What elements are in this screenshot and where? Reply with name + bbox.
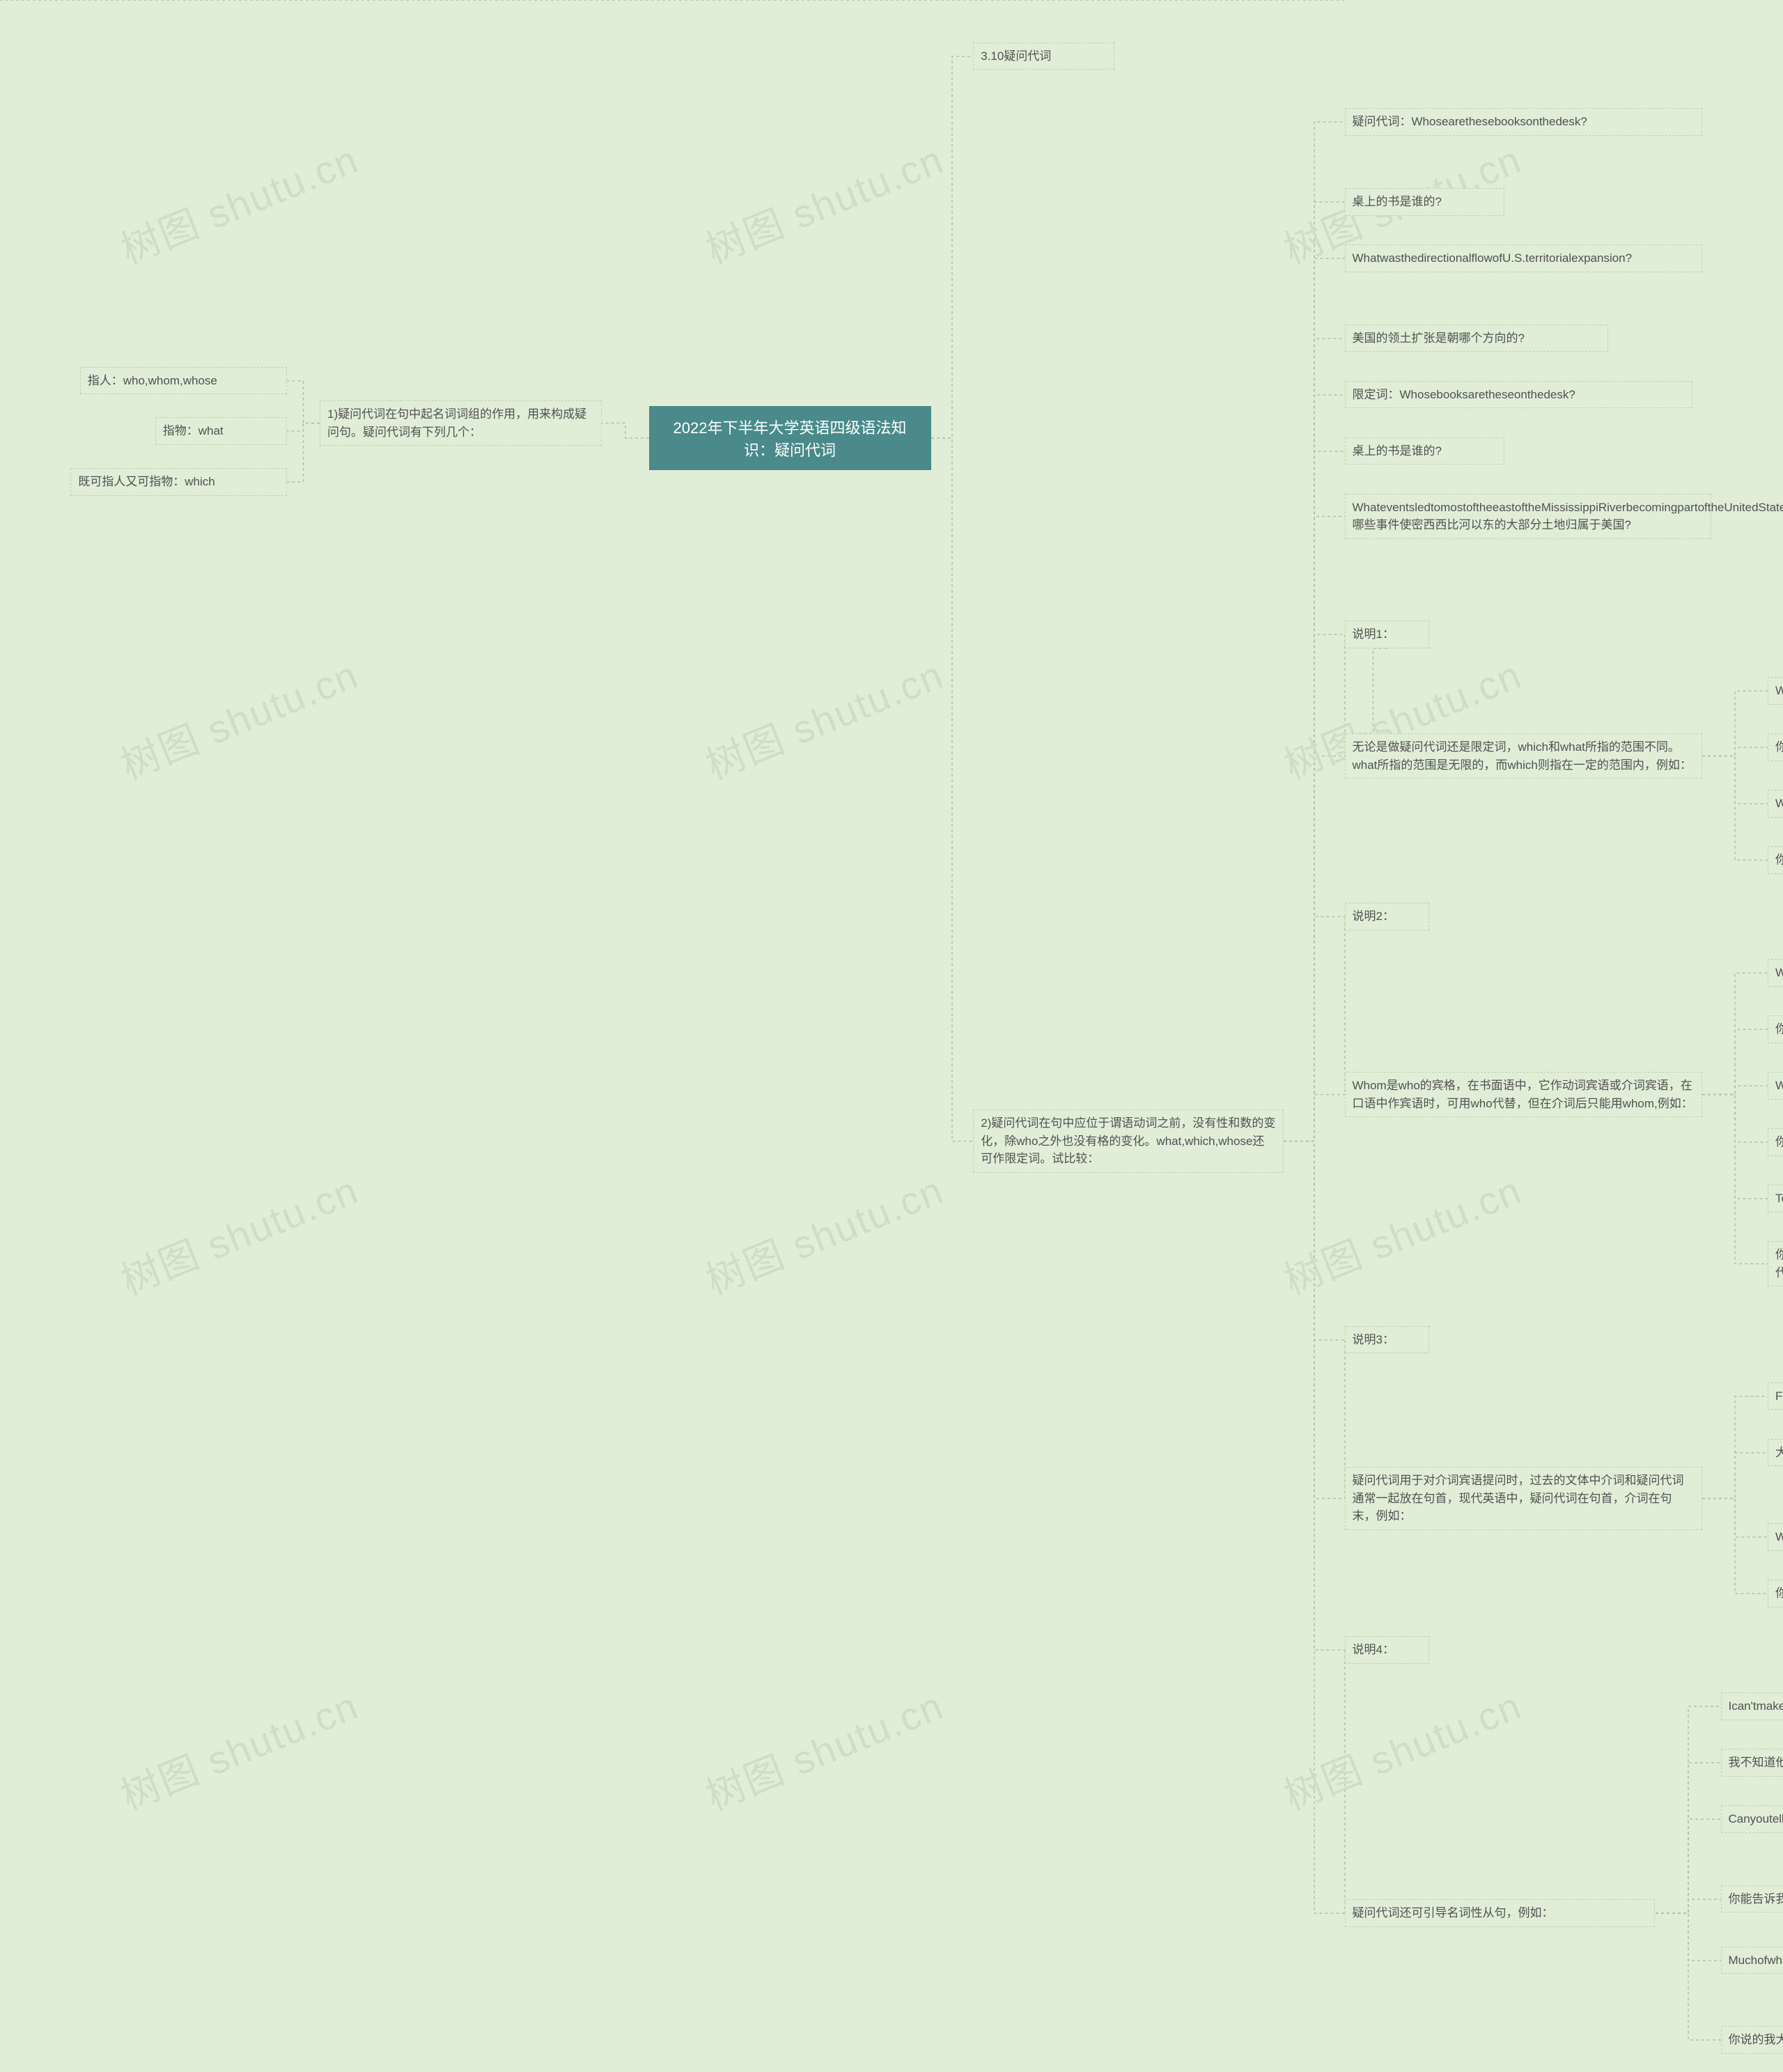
watermark: 树图 shutu.cn (111, 1675, 366, 1821)
note3-child-1: 大部分人生活和工作的目的是什么?(旧文体) (1768, 1439, 1783, 1467)
note2-child-5: 你在校园里和谁讲话了?(作介词宾语，置介词后，不能用who取代。) (1768, 1241, 1783, 1286)
watermark: 树图 shutu.cn (696, 129, 951, 275)
watermark: 树图 shutu.cn (696, 644, 951, 790)
header-3-10: 3.10疑问代词 (973, 42, 1114, 70)
watermark: 树图 shutu.cn (1275, 1160, 1529, 1306)
left-child-0: 指人：who,whom,whose (80, 367, 287, 395)
note4-label: 说明4： (1345, 1636, 1430, 1664)
note2-child-0: Who(m)didyoumeetonthestreet? (1768, 959, 1783, 987)
intro-4: 限定词：Whosebooksaretheseonthedesk? (1345, 381, 1693, 409)
note4-child-0: Ican'tmakeoutwhatheisdrivingat. (1721, 1692, 1783, 1720)
watermark: 树图 shutu.cn (111, 129, 366, 275)
watermark: 树图 shutu.cn (1275, 1675, 1529, 1821)
watermark: 树图 shutu.cn (696, 1160, 951, 1306)
note1-child-3: 你喜欢什么样的姑娘? (1768, 846, 1783, 874)
intro-2: WhatwasthedirectionalflowofU.S.territori… (1345, 244, 1702, 272)
note3-child-2: Whatareyoulookingfor? (1768, 1523, 1783, 1551)
section2-main: 2)疑问代词在句中应位于谓语动词之前，没有性和数的变化，除who之外也没有格的变… (973, 1109, 1284, 1173)
intro-6: WhateventsledtomostoftheeastoftheMississ… (1345, 494, 1712, 539)
note4-child-1: 我不知道他用意何在。 (1721, 1749, 1783, 1777)
note3-main: 疑问代词用于对介词宾语提问时，过去的文体中介词和疑问代词通常一起放在句首，现代英… (1345, 1467, 1702, 1530)
left-main: 1)疑问代词在句中起名词词组的作用，用来构成疑问句。疑问代词有下列几个： (320, 400, 602, 446)
note1-label: 说明1： (1345, 621, 1430, 648)
note4-child-3: 你能告诉我床上的蓝衬衣是谁的吗? (1721, 1885, 1783, 1913)
connector-layer (0, 0, 1783, 2072)
note2-child-1: 你在街上遇到了谁?(作动词宾语) (1768, 1015, 1783, 1043)
root-node: 2022年下半年大学英语四级语法知识：疑问代词 (649, 406, 931, 470)
note3-child-0: Forwhatdomostpeopleliveandwork? (1768, 1382, 1783, 1410)
note2-child-4: Towhomdidyouspeakonthecampus? (1768, 1185, 1783, 1213)
note3-child-3: 你在找什么?(现代英语) (1768, 1580, 1783, 1607)
note4-main: 疑问代词还可引导名词性从句，例如： (1345, 1899, 1656, 1927)
intro-5: 桌上的书是谁的? (1345, 437, 1505, 465)
note2-label: 说明2： (1345, 903, 1430, 930)
note4-child-4: Muchofwhatyousaylagreewith,butIcannotgoa… (1721, 1947, 1783, 1974)
watermark: 树图 shutu.cn (111, 644, 366, 790)
note2-main: Whom是who的宾格，在书面语中，它作动词宾语或介词宾语，在口语中作宾语时，可… (1345, 1072, 1702, 1117)
watermark: 树图 shutu.cn (111, 1160, 366, 1306)
note1-child-0: Whichgirlsdoyoulikebest? (1768, 677, 1783, 705)
intro-0: 疑问代词：Whosearethesebooksonthedesk? (1345, 108, 1702, 136)
left-child-1: 指物：what (155, 417, 287, 445)
mindmap-canvas: 树图 shutu.cn 树图 shutu.cn 树图 shutu.cn 树图 shut… (0, 0, 1783, 2072)
note1-main: 无论是做疑问代词还是限定词，which和what所指的范围不同。what所指的范… (1345, 733, 1702, 779)
intro-3: 美国的领土扩张是朝哪个方向的? (1345, 325, 1608, 352)
note4-child-2: Canyoutellmewhoseistheblueshirtonthebed? (1721, 1805, 1783, 1833)
watermark: 树图 shutu.cn (696, 1675, 951, 1821)
note2-child-3: 你要把这书带给谁?(作介词宾语，置句首) (1768, 1128, 1783, 1156)
note1-child-1: 你喜欢哪几个姑娘? (1768, 733, 1783, 761)
left-child-2: 既可指人又可指物：which (70, 468, 287, 496)
note2-child-2: Who(m)areyoutakingthebookto? (1768, 1072, 1783, 1100)
note4-child-5: 你说的我大部分同意，但并不完全赞同。 (1721, 2026, 1783, 2054)
intro-1: 桌上的书是谁的? (1345, 188, 1505, 216)
note3-label: 说明3： (1345, 1326, 1430, 1354)
note1-child-2: Whatgirlsdoyoulikebest? (1768, 790, 1783, 818)
